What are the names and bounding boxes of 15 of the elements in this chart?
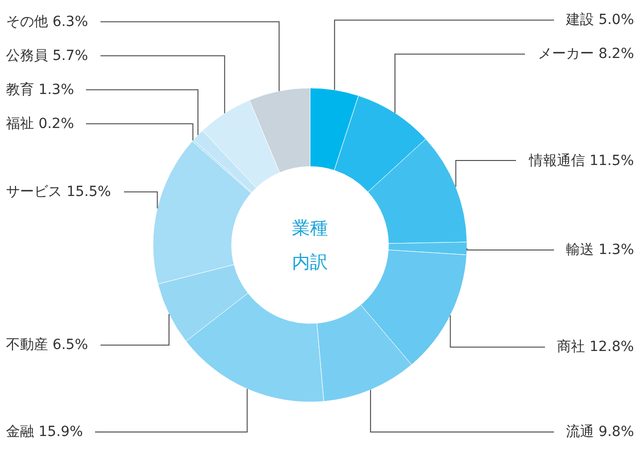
- text: 業種: [292, 218, 328, 239]
- slice-label: 公務員 5.7%: [6, 48, 88, 64]
- slice-label: 金融 15.9%: [6, 424, 83, 440]
- slice-label: 建設 5.0%: [565, 12, 634, 28]
- slice-label: サービス 15.5%: [6, 184, 111, 200]
- slice-label: 福祉 0.2%: [6, 116, 74, 132]
- slice-label: 情報通信 11.5%: [528, 153, 634, 169]
- slice-label: メーカー 8.2%: [538, 46, 634, 62]
- slice-label: 教育 1.3%: [6, 81, 74, 98]
- slice-label: その他 6.3%: [6, 14, 88, 30]
- text: 内訳: [292, 252, 328, 273]
- slice-label: 輸送 1.3%: [566, 242, 634, 258]
- slice-label: 商社 12.8%: [557, 339, 634, 355]
- slice-label: 流通 9.8%: [566, 424, 634, 440]
- slice-label: 不動産 6.5%: [6, 337, 88, 353]
